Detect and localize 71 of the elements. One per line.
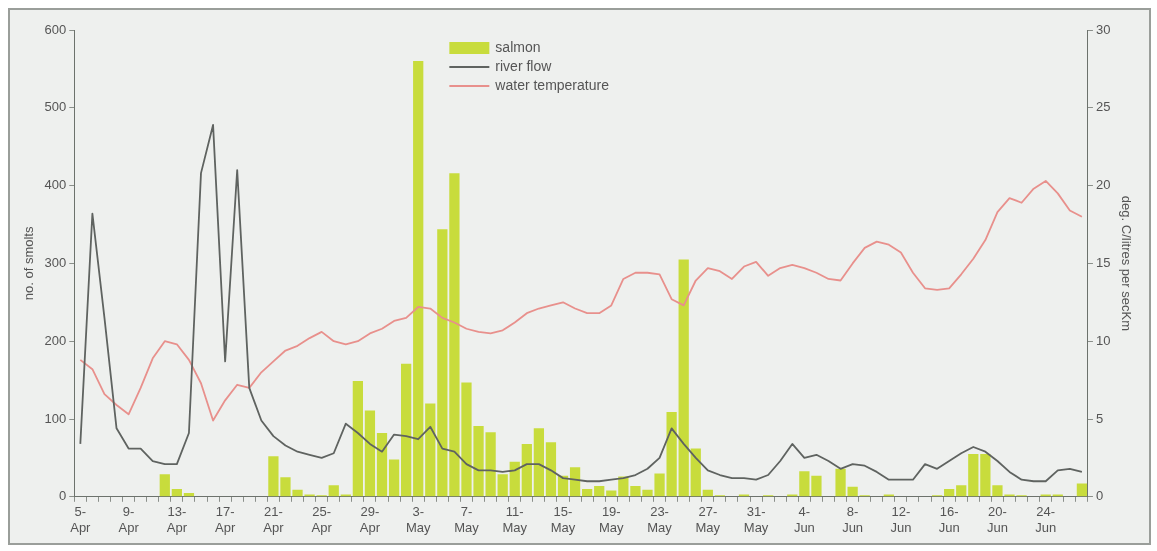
y-axis-title: no. of smolts <box>21 226 37 301</box>
x-tick-label: 4-Jun <box>793 504 815 535</box>
x-tick-label: 9-Apr <box>118 504 140 535</box>
x-tick-label: 17-Apr <box>215 504 236 535</box>
bar <box>811 475 822 497</box>
legend-label: salmon <box>495 38 541 55</box>
bar <box>159 474 170 497</box>
bar <box>533 428 545 497</box>
y2-tick-label: 20 <box>1095 177 1111 193</box>
y2-tick-label: 15 <box>1095 254 1111 270</box>
bar <box>352 380 363 497</box>
x-tick-label: 23-May <box>647 504 673 535</box>
bar <box>413 61 424 497</box>
bar <box>497 474 508 497</box>
legend-label: river flow <box>495 57 553 74</box>
x-tick-label: 21-Apr <box>263 504 285 535</box>
bar <box>509 461 520 497</box>
x-tick-label: 20-Jun <box>986 504 1008 535</box>
bar <box>425 403 436 497</box>
x-tick-label: 7-May <box>454 504 480 535</box>
bar <box>328 485 339 497</box>
bar <box>171 489 182 497</box>
bar <box>569 467 581 497</box>
bar <box>690 448 701 497</box>
x-tick-label: 5-Apr <box>70 504 92 535</box>
x-tick-label: 25-Apr <box>311 504 333 535</box>
bar <box>376 433 388 497</box>
bar <box>799 471 810 497</box>
y-tick-label: 300 <box>44 254 67 270</box>
bar <box>582 489 593 497</box>
bar <box>401 363 412 497</box>
y-tick-label: 0 <box>59 488 67 504</box>
x-tick-label: 27-May <box>695 504 721 535</box>
x-tick-label: 8-Jun <box>842 504 864 535</box>
bar <box>545 442 557 497</box>
y2-tick-label: 5 <box>1095 410 1104 426</box>
x-tick-label: 13-Apr <box>166 504 188 535</box>
y-tick-label: 400 <box>44 177 67 193</box>
x-tick-label: 31-May <box>743 504 769 535</box>
y-tick-label: 200 <box>44 332 67 348</box>
x-tick-label: 12-Jun <box>890 504 912 535</box>
bar <box>1076 483 1088 497</box>
bar <box>980 454 991 497</box>
y-tick-label: 600 <box>44 21 67 37</box>
x-tick-label: 24-Jun <box>1035 504 1057 535</box>
y2-tick-label: 25 <box>1095 99 1111 115</box>
bar <box>678 259 689 497</box>
y2-tick-label: 0 <box>1095 488 1104 504</box>
bar <box>702 489 713 497</box>
bar <box>594 485 605 497</box>
bar <box>968 454 979 497</box>
bar <box>521 443 532 497</box>
bar <box>944 489 955 497</box>
legend-label: water temperature <box>494 76 610 93</box>
y2-tick-label: 30 <box>1095 21 1111 37</box>
y-tick-label: 500 <box>44 99 67 115</box>
x-tick-label: 3-May <box>405 504 431 535</box>
x-tick-label: 11-May <box>502 504 528 535</box>
y2-tick-label: 10 <box>1095 332 1111 348</box>
bar <box>956 485 967 497</box>
bar <box>847 486 858 497</box>
y2-axis-title: deg. C/litres per secKm <box>1118 195 1134 331</box>
bar <box>364 410 376 497</box>
y-tick-label: 100 <box>44 410 67 426</box>
x-tick-label: 29-Apr <box>359 504 381 535</box>
bar <box>835 468 846 497</box>
x-tick-label: 16-Jun <box>938 504 960 535</box>
x-tick-label: 15-May <box>550 504 576 535</box>
bar <box>388 459 400 497</box>
x-tick-label: 19-May <box>599 504 625 535</box>
bar <box>437 229 448 497</box>
